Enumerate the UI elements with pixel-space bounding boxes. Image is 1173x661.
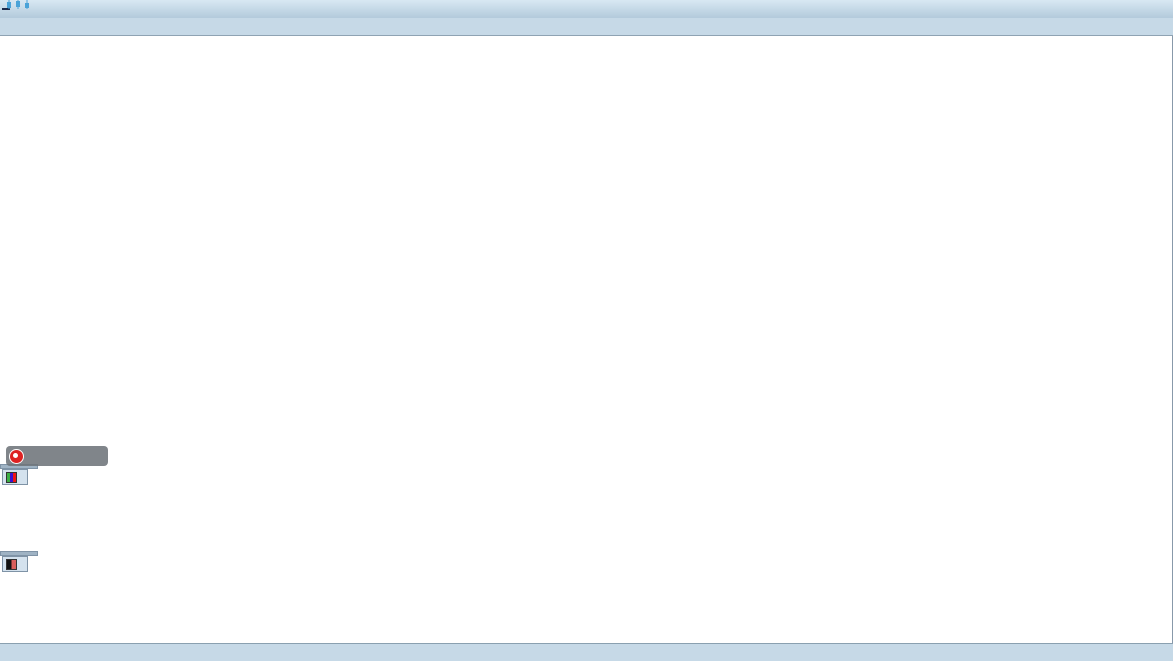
tab-macd-indicator[interactable] [2, 469, 28, 485]
title-bar [0, 0, 1173, 19]
legend-row [0, 18, 1173, 36]
macd-icon [6, 471, 17, 483]
prorealtime-watermark [6, 446, 108, 466]
smi-icon [6, 558, 17, 570]
tab-smi-indicator[interactable] [2, 556, 28, 572]
date-axis[interactable] [0, 643, 1173, 661]
demo-badge [2, 8, 10, 10]
panel-divider-handle[interactable] [0, 551, 38, 556]
mini-candles-icon [7, 0, 29, 9]
prorealtime-logo-icon [9, 448, 24, 464]
